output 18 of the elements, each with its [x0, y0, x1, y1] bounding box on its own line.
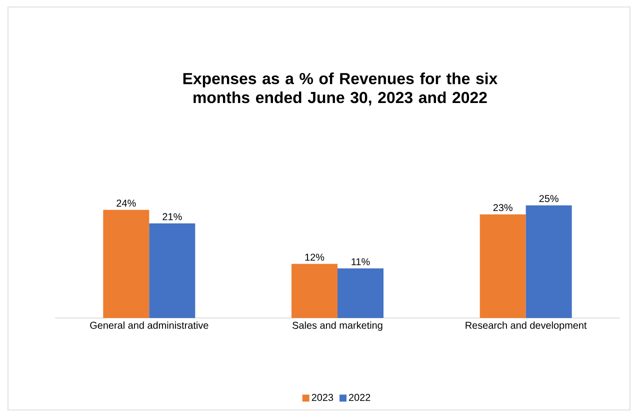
x-tick-label: Sales and marketing [292, 322, 382, 331]
data-label: 24% [116, 200, 136, 207]
legend-label: 2022 [348, 394, 370, 401]
bar [338, 268, 384, 318]
chart-title: Expenses as a % of Revenues for the six months ended June 30, 2023 and 2022 [183, 72, 498, 106]
data-label: 21% [162, 213, 182, 220]
x-tick-label: Research and development [466, 322, 587, 331]
bar [480, 214, 526, 318]
bar [149, 223, 196, 318]
data-label: 23% [493, 204, 512, 212]
data-label: 25% [539, 195, 558, 202]
bar [103, 210, 150, 318]
bar [526, 205, 572, 318]
bar [292, 264, 338, 318]
data-label: 11% [352, 258, 370, 266]
x-tick-label: General and administrative [90, 322, 208, 329]
data-label: 12% [305, 254, 324, 261]
legend-label: 2023 [312, 394, 334, 401]
